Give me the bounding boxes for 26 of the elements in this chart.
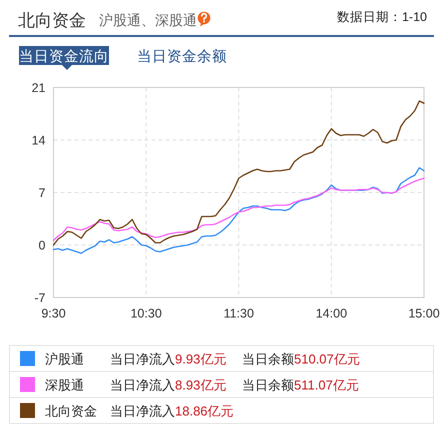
legend-label: 深股通 [45, 378, 84, 392]
x-tick-label: 14:00 [316, 306, 348, 320]
y-tick-label: 0 [38, 238, 46, 252]
x-tick-label: 15:00 [408, 306, 440, 320]
text: 当日净流入18.86亿元 [110, 404, 234, 418]
y-tick-label: -7 [34, 291, 46, 305]
legend-label: 北向资金 [45, 404, 97, 418]
chart-subtitle: 沪股通、深股通 [99, 12, 197, 28]
x-tick-label: 10:30 [130, 306, 162, 320]
text: 当日资金余额 [137, 48, 227, 65]
chart-title: 北向资金 [18, 11, 86, 30]
y-tick-label: 21 [32, 81, 46, 95]
text: 当日净流入9.93亿元 [110, 352, 226, 366]
line-series [52, 100, 425, 246]
text: 当日余额511.07亿元 [242, 378, 359, 392]
y-tick-label: 14 [32, 134, 46, 148]
legend-label: 沪股通 [45, 352, 84, 366]
text: 当日资金流向 [19, 48, 109, 65]
x-tick-label: 9:30 [41, 306, 66, 320]
x-tick-label: 11:30 [224, 306, 254, 320]
text: 数据日期：1-10 [336, 10, 428, 24]
y-tick-label: 7 [38, 186, 46, 200]
text: 当日余额510.07亿元 [242, 352, 360, 366]
line-series [52, 167, 425, 254]
text: 当日净流入8.93亿元 [110, 378, 226, 392]
line-series [52, 178, 425, 242]
